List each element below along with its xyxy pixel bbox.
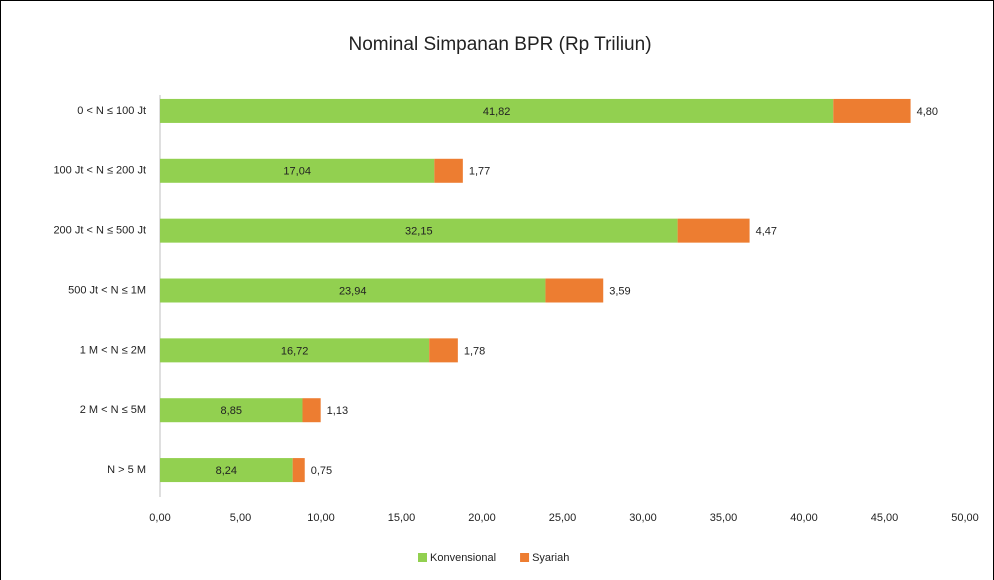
- x-tick-label: 50,00: [951, 512, 979, 524]
- y-tick-label: N > 5 M: [107, 464, 146, 476]
- data-label: 1,78: [464, 345, 485, 357]
- legend-label: Syariah: [532, 552, 569, 564]
- x-tick-label: 35,00: [710, 512, 738, 524]
- x-tick-label: 25,00: [549, 512, 577, 524]
- data-label: 1,77: [469, 166, 490, 178]
- data-label: 23,94: [339, 285, 367, 297]
- bar: [434, 158, 463, 183]
- data-label: 8,85: [221, 405, 242, 417]
- bar: [292, 458, 305, 483]
- y-tick-label: 500 Jt < N ≤ 1M: [68, 284, 146, 296]
- bar: [833, 98, 911, 123]
- bar: [160, 278, 546, 303]
- x-tick-label: 45,00: [871, 512, 899, 524]
- x-tick-label: 10,00: [307, 512, 335, 524]
- y-tick-label: 200 Jt < N ≤ 500 Jt: [53, 225, 146, 237]
- data-label: 4,80: [917, 106, 938, 118]
- y-tick-label: 2 M < N ≤ 5M: [80, 404, 146, 416]
- legend-swatch: [520, 553, 530, 562]
- y-tick-label: 1 M < N ≤ 2M: [80, 344, 146, 356]
- chart-title: Nominal Simpanan BPR (Rp Triliun): [348, 34, 651, 55]
- data-label: 1,13: [327, 405, 348, 417]
- y-tick-label: 100 Jt < N ≤ 200 Jt: [53, 165, 146, 177]
- data-label: 32,15: [405, 226, 433, 238]
- legend-label: Konvensional: [430, 552, 496, 564]
- data-label: 0,75: [311, 465, 332, 477]
- data-label: 16,72: [281, 345, 309, 357]
- x-tick-label: 30,00: [629, 512, 657, 524]
- data-label: 17,04: [283, 166, 311, 178]
- bar: [302, 398, 321, 423]
- bar: [160, 398, 303, 423]
- data-label: 41,82: [483, 106, 511, 118]
- data-label: 8,24: [216, 465, 237, 477]
- x-tick-label: 0,00: [149, 512, 170, 524]
- bar: [160, 218, 678, 243]
- bar: [545, 278, 604, 303]
- data-label: 3,59: [609, 285, 630, 297]
- x-tick-label: 20,00: [468, 512, 496, 524]
- y-tick-label: 0 < N ≤ 100 Jt: [77, 105, 146, 117]
- data-label: 4,47: [756, 226, 777, 238]
- legend-swatch: [418, 553, 427, 562]
- x-tick-label: 40,00: [790, 512, 818, 524]
- bar: [160, 338, 430, 363]
- bar: [160, 158, 435, 183]
- bar: [429, 338, 458, 363]
- bar: [160, 98, 834, 123]
- x-tick-label: 5,00: [230, 512, 251, 524]
- bar: [677, 218, 750, 243]
- bar: [160, 458, 293, 483]
- x-tick-label: 15,00: [388, 512, 416, 524]
